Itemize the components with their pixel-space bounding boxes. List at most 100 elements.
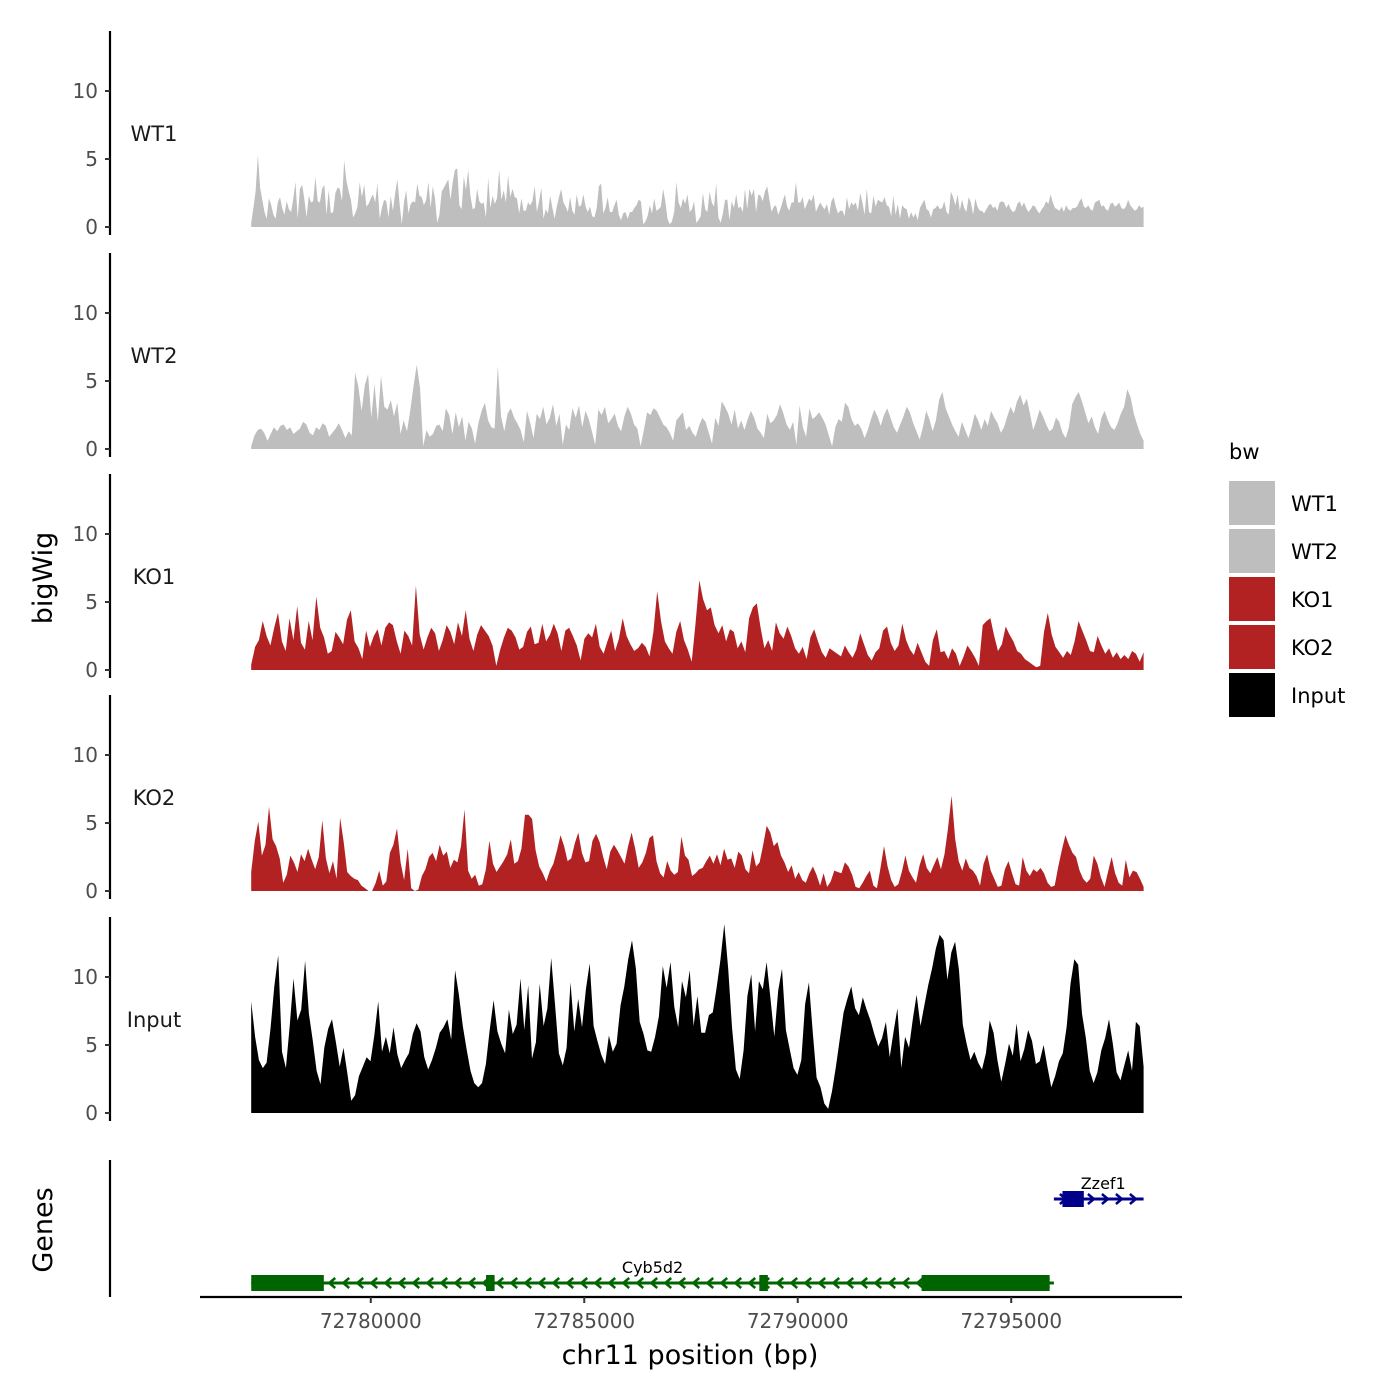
strand-arrow: [369, 1277, 379, 1289]
x-axis-title: chr11 position (bp): [562, 1340, 819, 1371]
gene-cyb5d2: Cyb5d2: [251, 1258, 1054, 1291]
strand-arrow: [551, 1277, 561, 1289]
strand-arrow: [509, 1277, 519, 1289]
y-tick-label: 5: [85, 590, 98, 614]
legend-title: bw: [1229, 440, 1260, 464]
y-tick-label: 0: [85, 215, 98, 239]
y-tick-label: 5: [85, 369, 98, 393]
gene-exon: [921, 1275, 1050, 1291]
x-tick-label: 72785000: [533, 1309, 635, 1333]
strand-arrow: [663, 1277, 673, 1289]
y-tick-label: 0: [85, 879, 98, 903]
strand-arrow: [327, 1277, 337, 1289]
gene-zzef1: Zzef1: [1053, 1174, 1144, 1207]
legend-entry-label: Input: [1291, 684, 1345, 708]
legend-entry-label: WT1: [1291, 492, 1338, 516]
coverage-area-input: [251, 924, 1144, 1113]
legend-swatch: [1229, 577, 1275, 621]
y-tick-label: 10: [73, 301, 98, 325]
track-label: WT2: [131, 344, 178, 368]
legend-swatch: [1229, 481, 1275, 525]
strand-arrow: [1101, 1193, 1110, 1205]
gene-exon: [1062, 1191, 1084, 1207]
strand-arrow: [1115, 1193, 1124, 1205]
strand-arrow: [593, 1277, 603, 1289]
strand-arrow: [467, 1277, 477, 1289]
gene-exon: [486, 1275, 495, 1291]
strand-arrow: [1087, 1193, 1096, 1205]
gene-exon: [759, 1275, 768, 1291]
gene-label: Cyb5d2: [622, 1258, 683, 1277]
strand-arrow: [719, 1277, 729, 1289]
strand-arrow: [859, 1277, 869, 1289]
strand-arrow: [831, 1277, 841, 1289]
strand-arrow: [733, 1277, 743, 1289]
strand-arrow: [1129, 1193, 1138, 1205]
strand-arrow: [383, 1277, 393, 1289]
strand-arrow: [817, 1277, 827, 1289]
y-tick-label: 10: [73, 522, 98, 546]
y-tick-label: 0: [85, 658, 98, 682]
genes-panel-title: Genes: [28, 1187, 59, 1272]
strand-arrow: [747, 1277, 757, 1289]
strand-arrow: [621, 1277, 631, 1289]
y-tick-label: 10: [73, 743, 98, 767]
legend-swatch: [1229, 673, 1275, 717]
track-ko1: 0 5 10 KO1: [73, 474, 1144, 682]
x-axis: 72780000 72785000 72790000 72795000: [200, 1295, 1182, 1333]
strand-arrow: [341, 1277, 351, 1289]
strand-arrow: [495, 1277, 505, 1289]
track-ko2: 0 5 10 KO2: [73, 695, 1144, 903]
legend: bw WT1 WT2 KO1 KO2 Input: [1229, 440, 1345, 717]
coverage-area-ko1: [251, 580, 1144, 670]
strand-arrow: [523, 1277, 533, 1289]
strand-arrow: [691, 1277, 701, 1289]
track-label: WT1: [131, 122, 178, 146]
gene-exon: [251, 1275, 324, 1291]
strand-arrow: [677, 1277, 687, 1289]
track-input: 0 5 10 Input: [73, 917, 1144, 1125]
coverage-tracks: 0 5 10 WT1 0 5 10 WT2 0 5 10 KO1 0 5 10 KO2 0 5 10 Input: [73, 31, 1144, 1125]
y-tick-label: 5: [85, 811, 98, 835]
strand-arrow: [705, 1277, 715, 1289]
gene-label: Zzef1: [1081, 1174, 1126, 1193]
strand-arrow: [649, 1277, 659, 1289]
track-wt2: 0 5 10 WT2: [73, 253, 1144, 461]
x-tick-label: 72790000: [747, 1309, 849, 1333]
track-wt1: 0 5 10 WT1: [73, 31, 1144, 239]
y-tick-label: 5: [85, 1033, 98, 1057]
strand-arrow: [579, 1277, 589, 1289]
y-tick-label: 10: [73, 965, 98, 989]
track-label: KO1: [133, 565, 176, 589]
y-tick-label: 5: [85, 147, 98, 171]
strand-arrow: [565, 1277, 575, 1289]
legend-swatch: [1229, 625, 1275, 669]
strand-arrow: [845, 1277, 855, 1289]
strand-arrow: [355, 1277, 365, 1289]
y-tick-label: 0: [85, 1101, 98, 1125]
y-tick-label: 10: [73, 79, 98, 103]
genes-panel: Cyb5d2 Zzef1: [108, 1160, 1144, 1297]
strand-arrow: [873, 1277, 883, 1289]
strand-arrow: [411, 1277, 421, 1289]
strand-arrow: [901, 1277, 911, 1289]
strand-arrow: [915, 1277, 925, 1289]
strand-arrow: [775, 1277, 785, 1289]
legend-swatch: [1229, 529, 1275, 573]
strand-arrow: [453, 1277, 463, 1289]
legend-entry-label: KO2: [1291, 636, 1334, 660]
strand-arrow: [425, 1277, 435, 1289]
x-tick-label: 72795000: [960, 1309, 1062, 1333]
x-tick-label: 72780000: [320, 1309, 422, 1333]
track-label: Input: [127, 1008, 181, 1032]
y-tick-label: 0: [85, 437, 98, 461]
strand-arrow: [803, 1277, 813, 1289]
y-axis-title: bigWig: [28, 532, 59, 625]
strand-arrow: [789, 1277, 799, 1289]
coverage-area-ko2: [251, 795, 1144, 891]
track-label: KO2: [133, 786, 176, 810]
legend-entry-label: WT2: [1291, 540, 1338, 564]
strand-arrow: [887, 1277, 897, 1289]
coverage-area-wt2: [251, 364, 1144, 449]
